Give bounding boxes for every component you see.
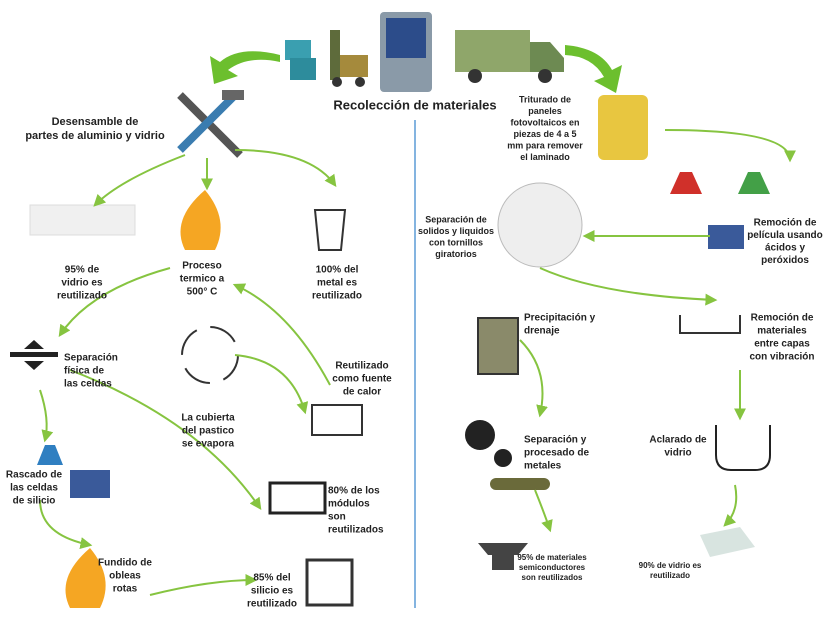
- shredder-icon: [598, 95, 648, 160]
- step-label: rotas: [113, 584, 138, 595]
- step-label: Rascado de: [6, 470, 63, 481]
- step-label: mm para remover: [507, 140, 583, 150]
- step-label: ácidos y: [765, 243, 805, 254]
- step-label: se evapora: [182, 439, 235, 450]
- glass-panel-icon: [29, 204, 136, 236]
- step-label: son: [328, 512, 346, 523]
- step-label: paneles: [528, 106, 562, 116]
- step-label: de silicio: [13, 496, 56, 507]
- fire-icon: [180, 190, 221, 250]
- step-label: Aclarado de: [649, 435, 707, 446]
- flask-icon: [37, 445, 63, 465]
- step-label: termico a: [180, 274, 225, 285]
- chip-icon: [305, 558, 354, 607]
- step-label: Remoción de: [751, 313, 814, 324]
- step-label: del pastico: [182, 426, 234, 437]
- step-label: Proceso: [182, 261, 221, 272]
- step-label: 85% del: [253, 573, 290, 584]
- separation-icon: [10, 340, 58, 370]
- vibration-icon: [679, 315, 741, 334]
- step-label: 100% del: [316, 265, 359, 276]
- title: Recolección de materiales: [333, 97, 496, 112]
- film-icon: [708, 225, 744, 249]
- step-label: el laminado: [520, 152, 570, 162]
- step-label: película usando: [747, 230, 823, 241]
- step-label: La cubierta: [181, 413, 235, 424]
- step-label: 80% de los: [328, 486, 380, 497]
- step-label: metales: [524, 461, 562, 472]
- step-label: 500° C: [187, 287, 218, 298]
- step-label: reutilizado: [312, 291, 362, 302]
- step-label: piezas de 4 a 5: [513, 129, 576, 139]
- radiator-icon: [311, 404, 363, 436]
- step-label: 90% de vidrio es: [639, 561, 702, 570]
- big-arrow: [210, 51, 280, 84]
- step-label: Desensamble de: [52, 116, 139, 128]
- bin-icon: [313, 209, 347, 251]
- silicon-icon: [70, 470, 110, 498]
- step-label: vidrio es: [61, 278, 103, 289]
- step-label: Separación y: [524, 435, 587, 446]
- step-label: reutilizado: [650, 571, 690, 580]
- step-label: Separación: [64, 353, 118, 364]
- step-label: 95% de: [65, 265, 100, 276]
- gear-icon: [494, 449, 512, 467]
- beaker-icon: [477, 317, 519, 375]
- step-label: Fundido de: [98, 558, 152, 569]
- big-arrow: [565, 45, 622, 93]
- flask-icon: [738, 172, 770, 194]
- step-label: reutilizado: [57, 291, 107, 302]
- fire-icon: [65, 548, 106, 608]
- step-label: de calor: [343, 387, 381, 398]
- step-label: fotovoltaicos en: [510, 117, 579, 127]
- step-label: giratorios: [435, 249, 477, 259]
- step-label: procesado de: [524, 448, 589, 459]
- step-label: materiales: [757, 326, 807, 337]
- step-label: semiconductores: [519, 563, 586, 572]
- glass-shards-icon: [700, 527, 755, 557]
- flask-icon: [670, 172, 702, 194]
- step-label: solidos y liquidos: [418, 226, 494, 236]
- module-icon: [268, 481, 327, 515]
- arrows: [39, 129, 796, 596]
- step-label: Triturado de: [519, 94, 571, 104]
- anvil-icon: [478, 543, 528, 570]
- screw-separator-icon: [497, 182, 583, 268]
- gear-icon: [465, 420, 495, 450]
- step-label: con vibración: [749, 352, 814, 363]
- step-label: las celdas: [10, 483, 58, 494]
- step-label: silicio es: [251, 586, 294, 597]
- step-label: obleas: [109, 571, 141, 582]
- step-label: peróxidos: [761, 255, 809, 266]
- step-label: drenaje: [524, 326, 560, 337]
- step-label: física de: [64, 366, 104, 377]
- solar-panel-icon: [380, 12, 432, 92]
- truck-icon: [455, 30, 564, 83]
- step-label: partes de aluminio y vidrio: [25, 130, 165, 142]
- step-label: Separación de: [425, 214, 487, 224]
- warehouse-icon: [285, 30, 368, 87]
- step-label: 95% de materiales: [517, 553, 587, 562]
- conveyor-icon: [490, 478, 550, 490]
- step-label: módulos: [328, 499, 370, 510]
- step-label: son reutilizados: [522, 573, 583, 582]
- step-label: como fuente: [332, 374, 392, 385]
- step-label: con tornillos: [429, 237, 483, 247]
- step-label: entre capas: [754, 339, 810, 350]
- tools-icon: [177, 90, 244, 158]
- recycle-icon: [181, 326, 239, 384]
- step-label: las celdas: [64, 379, 112, 390]
- step-label: Remoción de: [754, 218, 817, 229]
- step-label: vidrio: [664, 448, 691, 459]
- step-label: metal es: [317, 278, 357, 289]
- wash-icon: [715, 425, 771, 471]
- step-label: Reutilizado: [335, 361, 388, 372]
- step-label: reutilizados: [328, 525, 384, 536]
- step-label: Precipitación y: [524, 313, 596, 324]
- step-label: reutilizado: [247, 599, 297, 610]
